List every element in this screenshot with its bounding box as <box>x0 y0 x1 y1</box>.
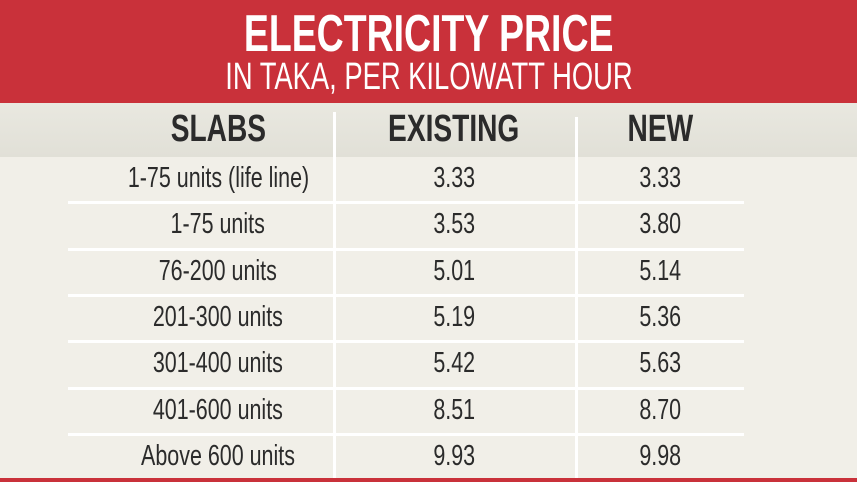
cell-value: 5.63 <box>639 347 681 380</box>
column-header-label: EXISTING <box>388 108 520 150</box>
cell-value: 301-400 units <box>152 347 284 380</box>
slab-cell: 76-200 units <box>68 255 368 288</box>
cell-value: 3.33 <box>433 162 475 194</box>
slab-cell: 1-75 units (life line) <box>68 162 368 195</box>
chart-title: ELECTRICITY PRICE <box>243 5 614 63</box>
column-header-new: NEW <box>560 108 760 151</box>
existing-price-cell: 9.93 <box>339 440 569 473</box>
column-header-existing: EXISTING <box>339 108 569 151</box>
new-price-cell: 5.14 <box>560 255 760 288</box>
new-price-cell: 9.98 <box>560 440 760 473</box>
cell-value: 5.14 <box>639 254 681 287</box>
slab-cell: 1-75 units <box>68 208 368 241</box>
slab-cell: 301-400 units <box>68 347 368 380</box>
new-price-cell: 8.70 <box>560 394 760 427</box>
row-divider <box>68 293 744 297</box>
slab-cell: 201-300 units <box>68 301 368 334</box>
existing-price-cell: 5.01 <box>339 255 569 288</box>
cell-value: 5.01 <box>433 254 475 287</box>
row-divider <box>68 386 744 390</box>
chart-subtitle: IN TAKA, PER KILOWATT HOUR <box>224 56 633 98</box>
new-price-cell: 3.33 <box>560 162 760 195</box>
cell-value: 3.53 <box>433 208 475 241</box>
cell-value: 3.80 <box>639 208 681 241</box>
cell-value: 76-200 units <box>158 254 278 287</box>
cell-value: 401-600 units <box>152 393 284 426</box>
cell-value: 8.70 <box>639 393 681 426</box>
row-divider <box>68 340 744 344</box>
cell-value: Above 600 units <box>141 439 295 472</box>
cell-value: 9.93 <box>433 439 475 472</box>
new-price-cell: 5.63 <box>560 347 760 380</box>
cell-value: 8.51 <box>433 393 475 426</box>
existing-price-cell: 5.42 <box>339 347 569 380</box>
cell-value: 201-300 units <box>152 300 284 333</box>
column-header-slabs: SLABS <box>68 108 368 151</box>
title-banner: ELECTRICITY PRICE IN TAKA, PER KILOWATT … <box>0 0 857 103</box>
new-price-cell: 5.36 <box>560 301 760 334</box>
cell-value: 5.42 <box>433 347 475 380</box>
footer-bar <box>0 478 857 482</box>
slab-cell: Above 600 units <box>68 440 368 473</box>
row-divider <box>68 201 744 205</box>
cell-value: 5.19 <box>433 300 475 333</box>
cell-value: 1-75 units <box>170 208 266 241</box>
cell-value: 3.33 <box>639 162 681 194</box>
slab-cell: 401-600 units <box>68 394 368 427</box>
column-header-label: NEW <box>627 108 693 150</box>
column-header-row <box>0 103 857 157</box>
column-header-label: SLABS <box>170 108 266 150</box>
existing-price-cell: 3.53 <box>339 208 569 241</box>
cell-value: 1-75 units (life line) <box>127 162 309 194</box>
existing-price-cell: 3.33 <box>339 162 569 195</box>
row-divider <box>68 247 744 251</box>
cell-value: 5.36 <box>639 300 681 333</box>
new-price-cell: 3.80 <box>560 208 760 241</box>
existing-price-cell: 5.19 <box>339 301 569 334</box>
existing-price-cell: 8.51 <box>339 394 569 427</box>
row-divider <box>68 432 744 436</box>
column-divider <box>575 117 578 478</box>
cell-value: 9.98 <box>639 439 681 472</box>
